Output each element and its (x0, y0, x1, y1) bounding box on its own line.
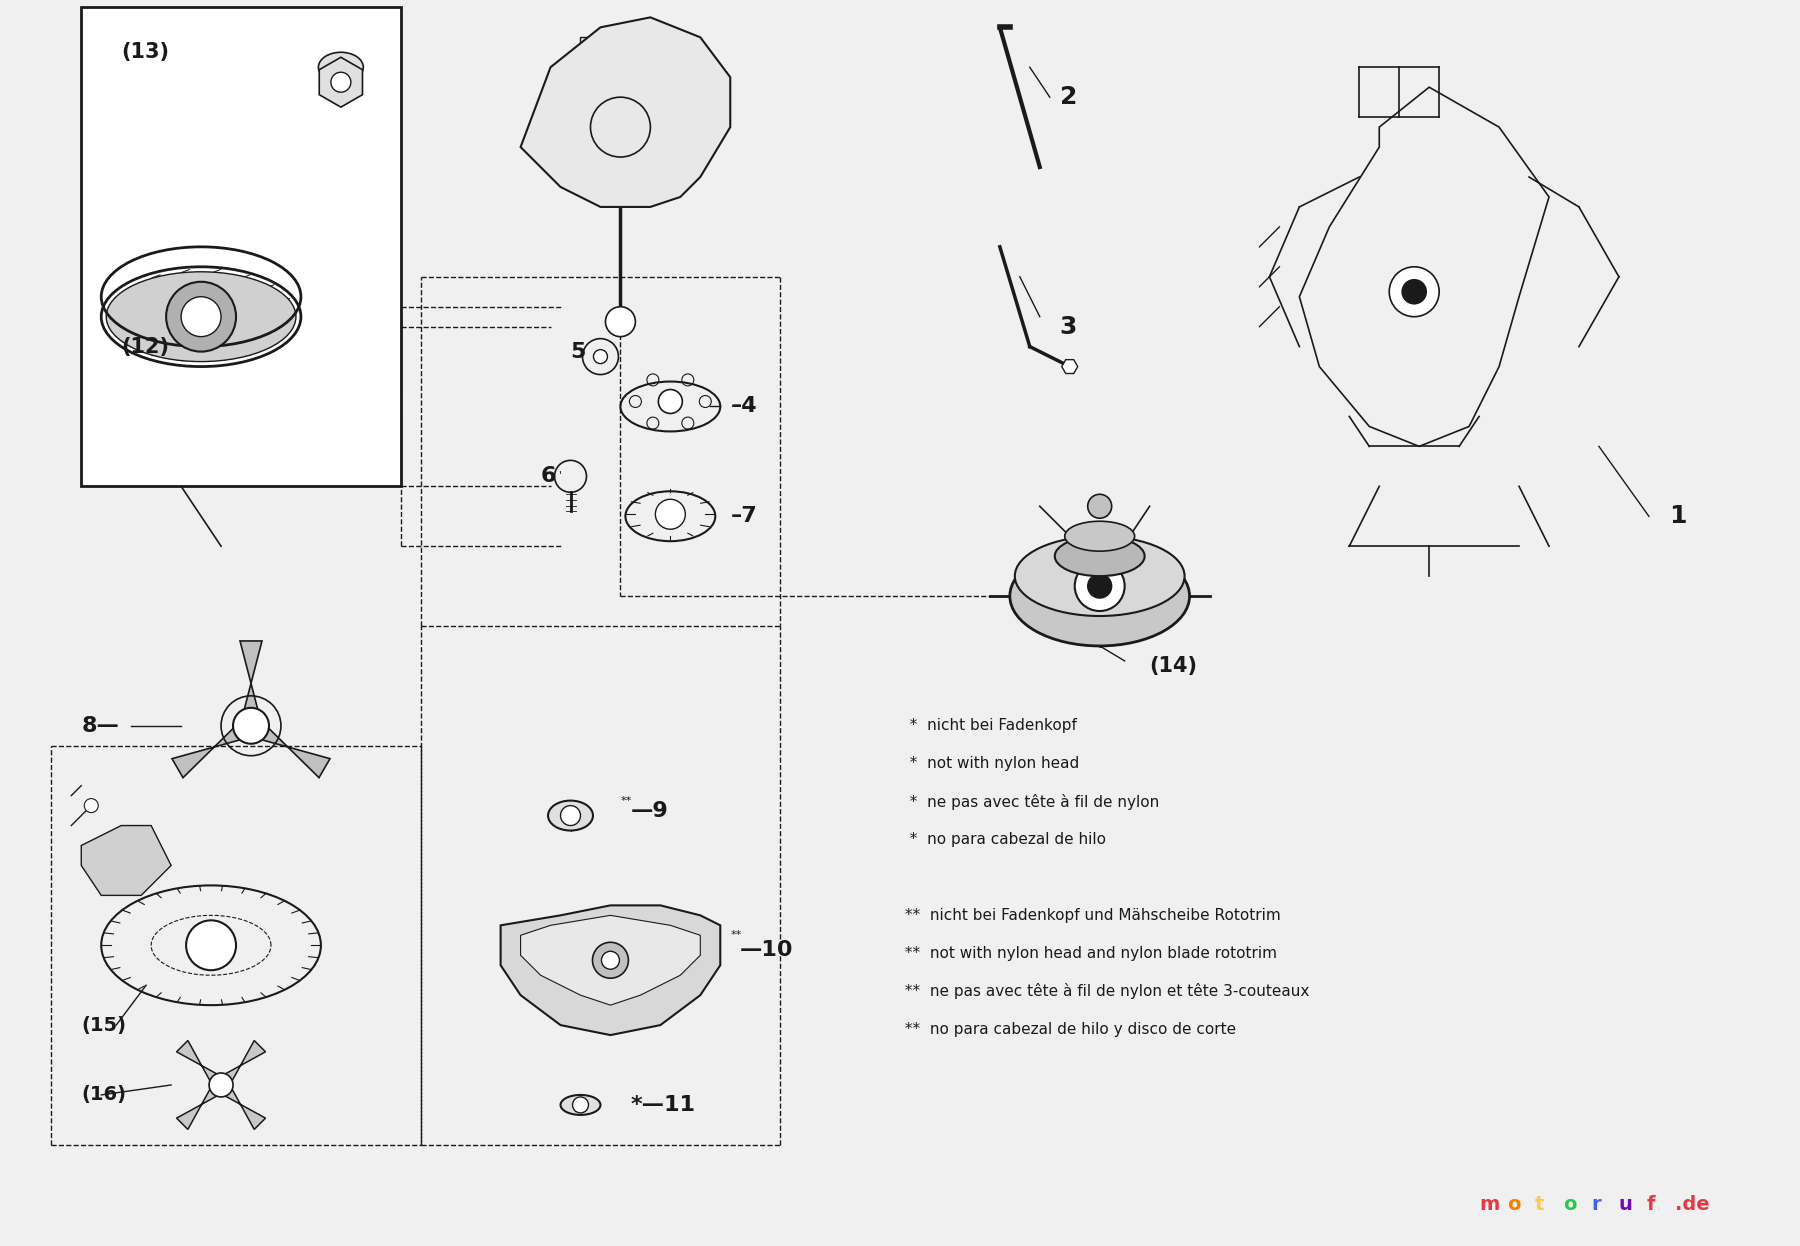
Text: *  no para cabezal de hilo: * no para cabezal de hilo (900, 832, 1105, 847)
Circle shape (185, 921, 236, 971)
Circle shape (166, 282, 236, 351)
Circle shape (659, 390, 682, 414)
Text: *  not with nylon head: * not with nylon head (900, 756, 1080, 771)
Text: ': ' (558, 470, 562, 480)
Text: –7: –7 (731, 506, 758, 526)
Text: *  ne pas avec tête à fil de nylon: * ne pas avec tête à fil de nylon (900, 794, 1159, 810)
Circle shape (1390, 267, 1440, 316)
Ellipse shape (1010, 546, 1190, 645)
Polygon shape (1062, 360, 1078, 374)
Text: m: m (1480, 1195, 1499, 1214)
Text: u: u (1618, 1195, 1633, 1214)
Text: 6: 6 (540, 466, 556, 486)
Polygon shape (173, 716, 256, 778)
Polygon shape (319, 57, 362, 107)
Text: o: o (1507, 1195, 1521, 1214)
Circle shape (605, 307, 635, 336)
Text: (14): (14) (1150, 655, 1197, 675)
Bar (580, 37, 680, 77)
Circle shape (1402, 280, 1426, 304)
Text: r: r (1591, 1195, 1600, 1214)
Circle shape (592, 942, 628, 978)
Circle shape (133, 837, 149, 854)
Polygon shape (500, 906, 720, 1035)
Text: **  not with nylon head and nylon blade rototrim: ** not with nylon head and nylon blade r… (900, 946, 1276, 961)
Circle shape (209, 1073, 232, 1096)
Circle shape (333, 60, 349, 75)
Circle shape (601, 951, 619, 969)
Circle shape (1075, 561, 1125, 611)
Bar (81, 7, 401, 486)
Text: *  nicht bei Fadenkopf: * nicht bei Fadenkopf (900, 718, 1076, 733)
Text: 8—: 8— (81, 715, 119, 736)
Circle shape (232, 708, 268, 744)
Polygon shape (239, 640, 263, 725)
Text: .de: .de (1674, 1195, 1710, 1214)
Polygon shape (520, 916, 700, 1006)
Text: **  ne pas avec tête à fil de nylon et tête 3-couteaux: ** ne pas avec tête à fil de nylon et tê… (900, 983, 1309, 999)
Text: 3: 3 (1060, 315, 1076, 339)
Polygon shape (176, 1079, 227, 1129)
Ellipse shape (547, 801, 592, 831)
Text: (13): (13) (121, 42, 169, 62)
Text: 1: 1 (1669, 505, 1687, 528)
Ellipse shape (319, 52, 364, 82)
Circle shape (1087, 495, 1112, 518)
Polygon shape (176, 1040, 227, 1090)
Text: 2: 2 (1060, 85, 1076, 110)
Polygon shape (520, 17, 731, 207)
Polygon shape (81, 826, 171, 896)
Text: t: t (1535, 1195, 1544, 1214)
Circle shape (85, 799, 99, 812)
Text: (16): (16) (81, 1085, 126, 1104)
Text: f: f (1647, 1195, 1656, 1214)
Polygon shape (216, 1040, 266, 1090)
Ellipse shape (106, 272, 295, 361)
Circle shape (560, 806, 580, 826)
Ellipse shape (1066, 521, 1134, 551)
Circle shape (1087, 574, 1112, 598)
Text: 5: 5 (571, 341, 585, 361)
Ellipse shape (560, 1095, 601, 1115)
Polygon shape (216, 1079, 266, 1129)
Circle shape (182, 297, 221, 336)
Text: (15): (15) (81, 1015, 126, 1034)
Polygon shape (245, 716, 329, 778)
Circle shape (94, 867, 110, 883)
Text: **: ** (731, 931, 742, 941)
Circle shape (655, 500, 686, 530)
Text: *—11: *—11 (630, 1095, 695, 1115)
Ellipse shape (1015, 536, 1184, 616)
Text: –4: –4 (731, 396, 756, 416)
Circle shape (594, 350, 607, 364)
Text: o: o (1562, 1195, 1577, 1214)
Text: (12): (12) (121, 336, 169, 356)
Circle shape (331, 72, 351, 92)
Text: —10: —10 (740, 941, 794, 961)
Circle shape (572, 1096, 589, 1113)
Ellipse shape (1055, 536, 1145, 576)
Text: **  no para cabezal de hilo y disco de corte: ** no para cabezal de hilo y disco de co… (900, 1022, 1237, 1037)
Text: **  nicht bei Fadenkopf und Mähscheibe Rototrim: ** nicht bei Fadenkopf und Mähscheibe Ro… (900, 908, 1282, 923)
Text: **: ** (621, 796, 632, 806)
Text: —9: —9 (630, 801, 668, 821)
